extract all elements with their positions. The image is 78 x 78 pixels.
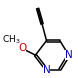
Text: N: N (43, 65, 50, 75)
Text: CH$_3$: CH$_3$ (2, 33, 20, 46)
Text: O: O (18, 43, 26, 53)
Text: N: N (65, 50, 73, 60)
